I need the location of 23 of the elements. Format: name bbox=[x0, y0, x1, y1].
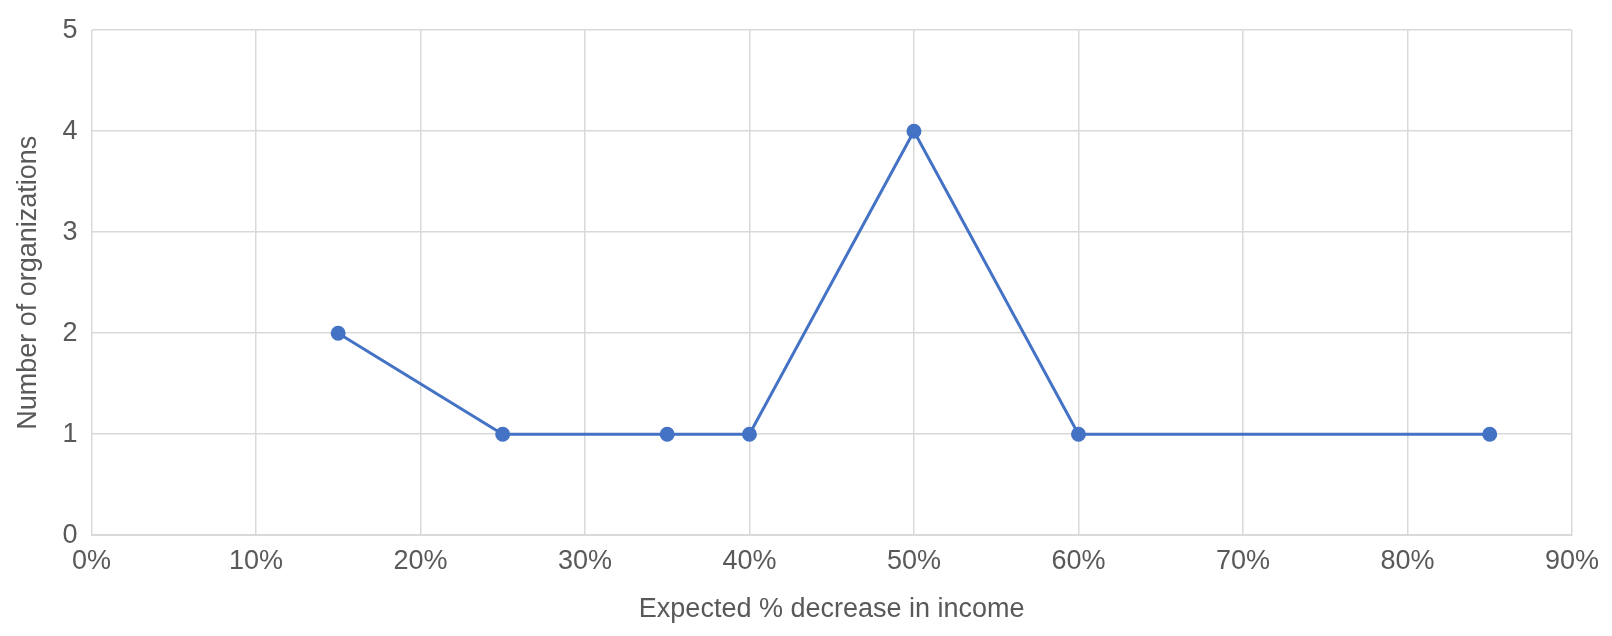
x-tick-label: 90% bbox=[1544, 544, 1600, 575]
x-tick-label: 70% bbox=[1215, 544, 1270, 575]
point bbox=[1070, 426, 1086, 442]
x-tick-label: 50% bbox=[886, 544, 941, 575]
point bbox=[1482, 426, 1498, 442]
point bbox=[659, 426, 675, 442]
x-axis-title: Expected % decrease in income bbox=[638, 593, 1025, 624]
point bbox=[330, 325, 346, 341]
y-tick-label: 4 bbox=[62, 114, 78, 145]
y-axis-title: Number of organizations bbox=[11, 135, 42, 430]
point bbox=[495, 426, 511, 442]
y-tick-label: 3 bbox=[62, 215, 78, 246]
point bbox=[906, 123, 922, 139]
x-tick-label: 10% bbox=[228, 544, 283, 575]
y-tick-label: 1 bbox=[62, 417, 78, 448]
y-tick-label: 2 bbox=[62, 316, 78, 347]
x-tick-label: 40% bbox=[722, 544, 777, 575]
x-tick-label: 80% bbox=[1380, 544, 1435, 575]
x-tick-label: 60% bbox=[1051, 544, 1106, 575]
y-tick-label: 5 bbox=[62, 13, 78, 44]
point bbox=[741, 426, 757, 442]
x-tick-label: 30% bbox=[557, 544, 612, 575]
x-tick-label: 20% bbox=[393, 544, 448, 575]
